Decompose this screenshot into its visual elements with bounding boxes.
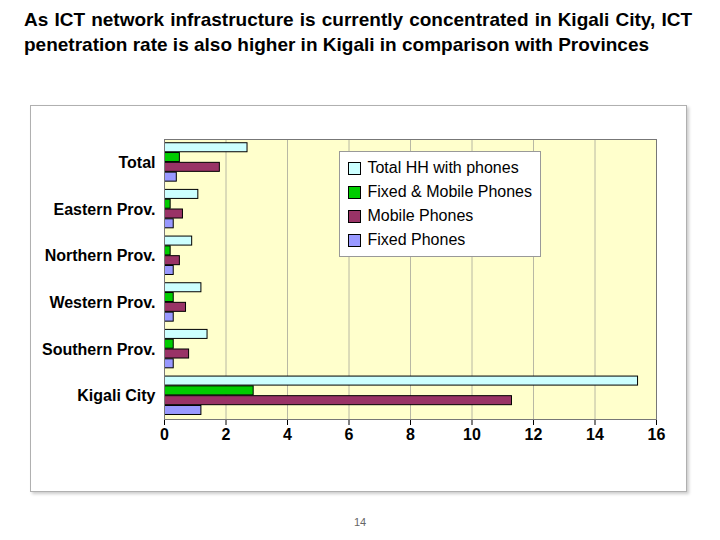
svg-text:12: 12 (525, 426, 543, 443)
html-text:As ICT network infrastructure: As ICT network infrastructure is current… (24, 9, 692, 55)
svg-text:Southern Prov.: Southern Prov. (42, 341, 156, 358)
svg-text:2: 2 (222, 426, 231, 443)
svg-text:Eastern Prov.: Eastern Prov. (54, 201, 156, 218)
html-text:Fixed & Mobile Phones: Fixed & Mobile Phones (367, 183, 532, 200)
svg-text:4: 4 (283, 426, 292, 443)
svg-text:8: 8 (406, 426, 415, 443)
html-text:14: 14 (353, 516, 367, 528)
html-text:Total HH with phones: Total HH with phones (367, 159, 519, 176)
svg-text:Northern Prov.: Northern Prov. (45, 247, 156, 264)
svg-text:Total: Total (118, 154, 155, 171)
html-text:Mobile Phones: Mobile Phones (367, 207, 474, 224)
svg-text:Western Prov.: Western Prov. (49, 294, 155, 311)
svg-text:14: 14 (586, 426, 604, 443)
svg-text:10: 10 (463, 426, 481, 443)
svg-text:16: 16 (648, 426, 666, 443)
svg-text:6: 6 (345, 426, 354, 443)
svg-text:0: 0 (160, 426, 169, 443)
svg-text:Kigali City: Kigali City (77, 387, 155, 404)
html-text:Fixed Phones: Fixed Phones (367, 231, 466, 248)
